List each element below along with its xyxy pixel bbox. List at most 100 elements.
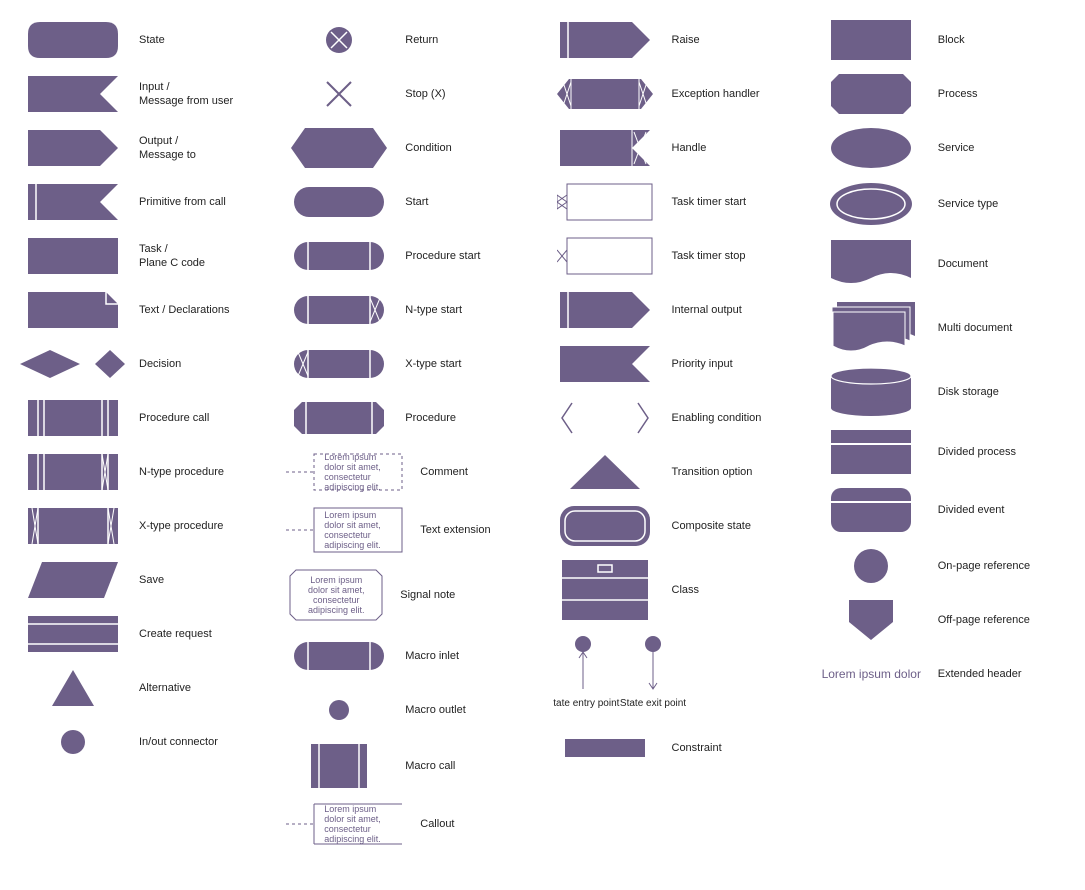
label: Macro outlet [405, 703, 466, 717]
shape-constraint: Constraint [553, 728, 799, 768]
label: Task /Plane C code [139, 242, 205, 271]
svg-text:State exit point: State exit point [619, 698, 685, 709]
note-text: Lorem ipsum dolor sit amet, consectetur … [318, 448, 398, 496]
label: Extended header [938, 667, 1022, 681]
shape-condition: Condition [286, 128, 532, 168]
label: Procedure call [139, 411, 209, 425]
shape-primitive: Primitive from call [20, 182, 266, 222]
shape-decision: Decision [20, 344, 266, 384]
shape-offpage: Off-page reference [819, 600, 1065, 640]
label: Output /Message to [139, 134, 196, 163]
shape-signalnote: Lorem ipsum dolor sit amet, consectetur … [286, 568, 532, 622]
shape-return: Return [286, 20, 532, 60]
shape-document: Document [819, 240, 1065, 288]
label: Primitive from call [139, 195, 226, 209]
shape-extheader: Lorem ipsum dolor Extended header [819, 654, 1065, 694]
shape-multidoc: Multi document [819, 302, 1065, 354]
shape-xtypestart: X-type start [286, 344, 532, 384]
shape-servicetype: Service type [819, 182, 1065, 226]
shape-process: Process [819, 74, 1065, 114]
label: Macro inlet [405, 649, 459, 663]
label: N-type start [405, 303, 462, 317]
label: State [139, 33, 165, 47]
label: Internal output [672, 303, 742, 317]
column-3: Raise Exception handler Handle Task time… [553, 20, 799, 860]
shape-priorityin: Priority input [553, 344, 799, 384]
label: X-type procedure [139, 519, 223, 533]
label: Disk storage [938, 385, 999, 399]
svg-text:State entry point: State entry point [553, 698, 620, 709]
shape-block: Block [819, 20, 1065, 60]
label: Callout [420, 817, 454, 831]
shape-task: Task /Plane C code [20, 236, 266, 276]
label: Procedure [405, 411, 456, 425]
label: Service type [938, 197, 999, 211]
label: Task timer stop [672, 249, 746, 263]
shape-raise: Raise [553, 20, 799, 60]
extheader-text: Lorem ipsum dolor [822, 667, 921, 681]
label: Class [672, 583, 700, 597]
shape-stopx: Stop (X) [286, 74, 532, 114]
label: Enabling condition [672, 411, 762, 425]
shape-divproc: Divided process [819, 430, 1065, 474]
label: Comment [420, 465, 468, 479]
label: Procedure start [405, 249, 480, 263]
shape-legend-grid: State Input /Message from user Output /M… [20, 20, 1065, 860]
label: Text extension [420, 523, 490, 537]
shape-output: Output /Message to [20, 128, 266, 168]
shape-input: Input /Message from user [20, 74, 266, 114]
label: Stop (X) [405, 87, 445, 101]
label: In/out connector [139, 735, 218, 749]
shape-divevent: Divided event [819, 488, 1065, 532]
label: Exception handler [672, 87, 760, 101]
shape-composite: Composite state [553, 506, 799, 546]
label: Process [938, 87, 978, 101]
shape-disk: Disk storage [819, 368, 1065, 416]
shape-handle: Handle [553, 128, 799, 168]
note-text: Lorem ipsum dolor sit amet, consectetur … [296, 571, 376, 619]
shape-class: Class [553, 560, 799, 620]
shape-procstart: Procedure start [286, 236, 532, 276]
label: Composite state [672, 519, 751, 533]
shape-macrocall: Macro call [286, 744, 532, 788]
label: Block [938, 33, 965, 47]
label: Condition [405, 141, 451, 155]
shape-textdecl: Text / Declarations [20, 290, 266, 330]
label: Document [938, 257, 988, 271]
column-1: State Input /Message from user Output /M… [20, 20, 266, 860]
shape-alternative: Alternative [20, 668, 266, 708]
label: Service [938, 141, 975, 155]
column-2: Return Stop (X) Condition Start Procedur [286, 20, 532, 860]
shape-procedure: Procedure [286, 398, 532, 438]
shape-proccall: Procedure call [20, 398, 266, 438]
shape-service: Service [819, 128, 1065, 168]
label: Priority input [672, 357, 733, 371]
shape-internalout: Internal output [553, 290, 799, 330]
column-4: Block Process Service Service type Docum [819, 20, 1065, 860]
label: Handle [672, 141, 707, 155]
label: Transition option [672, 465, 753, 479]
note-text: Lorem ipsum dolor sit amet, consectetur … [318, 800, 398, 848]
shape-createreq: Create request [20, 614, 266, 654]
shape-save: Save [20, 560, 266, 600]
label: X-type start [405, 357, 461, 371]
label: N-type procedure [139, 465, 224, 479]
label: Divided event [938, 503, 1005, 517]
label: Input /Message from user [139, 80, 233, 109]
label: Raise [672, 33, 700, 47]
label: Start [405, 195, 428, 209]
label: Constraint [672, 741, 722, 755]
label: Save [139, 573, 164, 587]
label: Return [405, 33, 438, 47]
shape-transition: Transition option [553, 452, 799, 492]
note-text: Lorem ipsum dolor sit amet, consectetur … [318, 506, 398, 554]
shape-callout: Lorem ipsum dolor sit amet, consectetur … [286, 802, 532, 846]
label: Divided process [938, 445, 1016, 459]
label: Off-page reference [938, 613, 1030, 627]
shape-stateentry: State entry point State exit point [553, 634, 799, 714]
label: Decision [139, 357, 181, 371]
shape-textext: Lorem ipsum dolor sit amet, consectetur … [286, 506, 532, 554]
shape-state: State [20, 20, 266, 60]
shape-ntypeproc: N-type procedure [20, 452, 266, 492]
shape-start: Start [286, 182, 532, 222]
